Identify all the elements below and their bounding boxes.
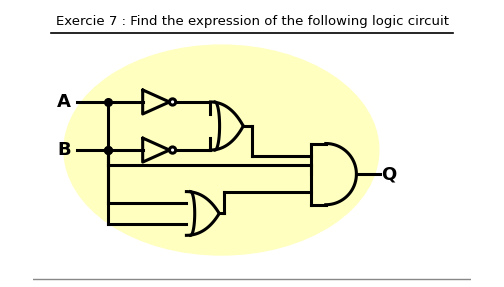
Circle shape (169, 99, 176, 105)
Text: A: A (56, 93, 71, 111)
Text: Exercie 7 : Find the expression of the following logic circuit: Exercie 7 : Find the expression of the f… (55, 15, 449, 28)
Circle shape (169, 147, 176, 153)
Text: B: B (57, 141, 71, 159)
Ellipse shape (64, 45, 379, 255)
Text: Q: Q (382, 165, 397, 183)
